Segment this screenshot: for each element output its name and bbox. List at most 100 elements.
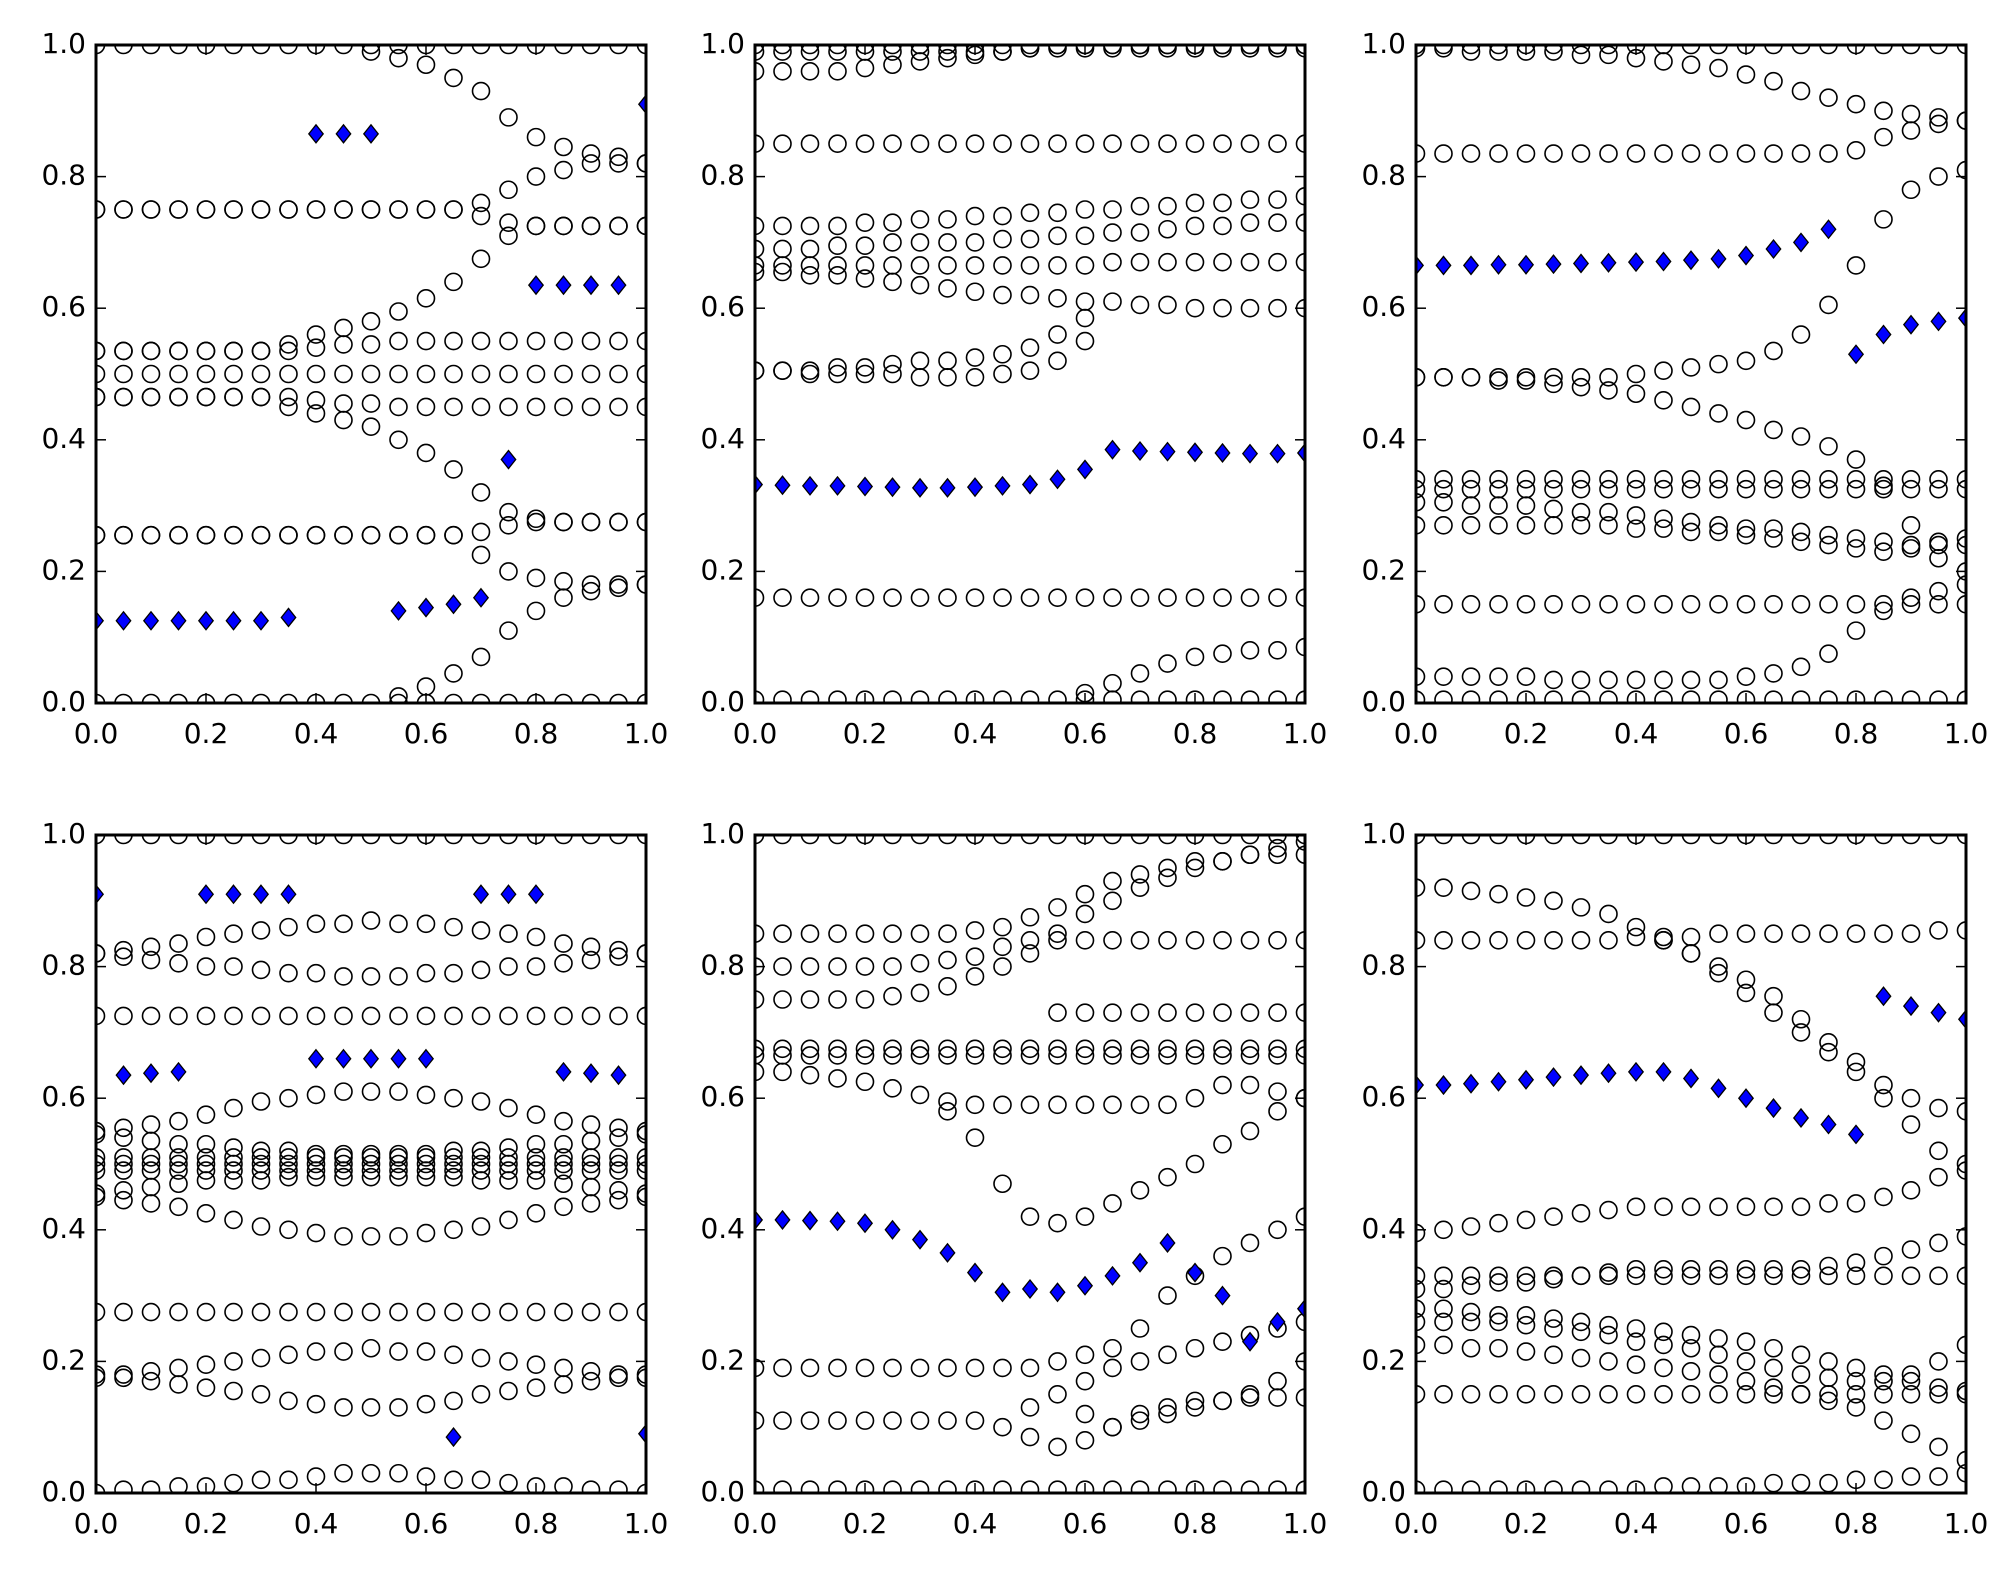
circle-point (334, 1167, 353, 1187)
circle-point (1158, 1480, 1177, 1493)
circle-point (1075, 1003, 1095, 1022)
circle-point (361, 394, 381, 413)
circle-point (800, 690, 820, 703)
circle-point (800, 990, 820, 1009)
circle-point (581, 581, 601, 601)
circle-point (1416, 1385, 1426, 1404)
circle-point (1416, 930, 1426, 950)
circle-point (938, 367, 957, 387)
circle-point (1791, 1266, 1811, 1286)
circle-point (1489, 1480, 1508, 1493)
circle-point (993, 134, 1012, 153)
circle-point (1103, 1480, 1122, 1493)
circle-point (416, 1167, 436, 1187)
circle-point (1020, 944, 1040, 963)
circle-point (1461, 1266, 1481, 1286)
diamond-point (335, 1048, 352, 1069)
circle-point (1681, 690, 1701, 703)
circle-point (499, 1210, 518, 1230)
circle-point (1461, 1276, 1481, 1296)
circle-point (1020, 1427, 1040, 1447)
circle-point (800, 1358, 820, 1378)
circle-point (636, 1125, 646, 1144)
circle-point (1571, 1322, 1591, 1342)
circle-point (306, 338, 326, 357)
circle-point (169, 1477, 188, 1493)
circle-point (883, 1358, 902, 1378)
circle-point (279, 1154, 298, 1174)
circle-point (1709, 957, 1728, 976)
circle-point (334, 364, 353, 384)
circle-point (1213, 1003, 1232, 1022)
circle-point (1434, 878, 1453, 897)
circle-point (1416, 595, 1426, 614)
circle-point (196, 200, 216, 219)
circle-point (1213, 1134, 1232, 1154)
circle-point (114, 1154, 133, 1174)
circle-point (196, 1302, 216, 1322)
circle-point (389, 430, 408, 450)
circle-point (938, 1411, 957, 1430)
circle-point (1599, 469, 1618, 489)
circle-point (279, 1167, 298, 1187)
circle-point (800, 1065, 820, 1085)
circle-point (114, 1118, 133, 1138)
circle-point (526, 364, 546, 384)
circle-point (1599, 1325, 1618, 1345)
x-tick-label: 0.6 (404, 717, 449, 750)
circle-point (1764, 469, 1783, 489)
circle-point (499, 1302, 518, 1322)
circle-point (306, 1302, 326, 1322)
circle-point (1240, 1075, 1260, 1095)
circle-point (361, 1082, 381, 1101)
circle-point (1240, 641, 1260, 660)
circle-point (526, 1161, 546, 1180)
circle-point (306, 1394, 326, 1414)
circle-point (251, 1217, 271, 1236)
diamond-point (1214, 1285, 1231, 1306)
circle-point (196, 1171, 216, 1190)
circle-point (1048, 203, 1067, 223)
circle-point (1158, 196, 1177, 216)
circle-point (773, 62, 792, 81)
circle-point (389, 1342, 408, 1361)
circle-point (1571, 670, 1591, 690)
circle-point (1654, 479, 1673, 499)
circle-point (1626, 670, 1646, 690)
circle-point (1681, 835, 1701, 845)
circle-point (114, 940, 133, 960)
circle-point (1599, 904, 1618, 924)
circle-point (1819, 535, 1838, 555)
circle-point (389, 1302, 408, 1322)
circle-point (1929, 108, 1948, 127)
circle-point (1571, 45, 1591, 65)
circle-point (1901, 516, 1921, 535)
diamond-point (1021, 474, 1039, 495)
diamond-point (884, 1219, 901, 1240)
circle-point (1874, 594, 1893, 614)
circle-point (1544, 1345, 1563, 1365)
circle-point (251, 1470, 271, 1490)
circle-point (114, 835, 133, 845)
circle-point (1626, 479, 1646, 499)
circle-point (361, 200, 381, 219)
circle-point (581, 1115, 601, 1134)
circle-point (855, 990, 875, 1009)
circle-point (1434, 367, 1453, 387)
circle-point (965, 206, 985, 226)
circle-point (965, 947, 985, 967)
circle-point (1516, 479, 1536, 499)
circle-point (1599, 1315, 1618, 1335)
circle-point (1048, 924, 1067, 944)
circle-point (1020, 1398, 1040, 1417)
circle-point (1048, 1095, 1067, 1115)
circle-point (389, 687, 408, 703)
circle-point (361, 1148, 381, 1167)
circle-point (773, 1039, 792, 1059)
circle-point (609, 216, 628, 236)
circle-point (1130, 1039, 1150, 1059)
circle-point (471, 397, 491, 417)
circle-point (224, 45, 243, 55)
circle-point (141, 1131, 161, 1151)
circle-point (965, 967, 985, 986)
